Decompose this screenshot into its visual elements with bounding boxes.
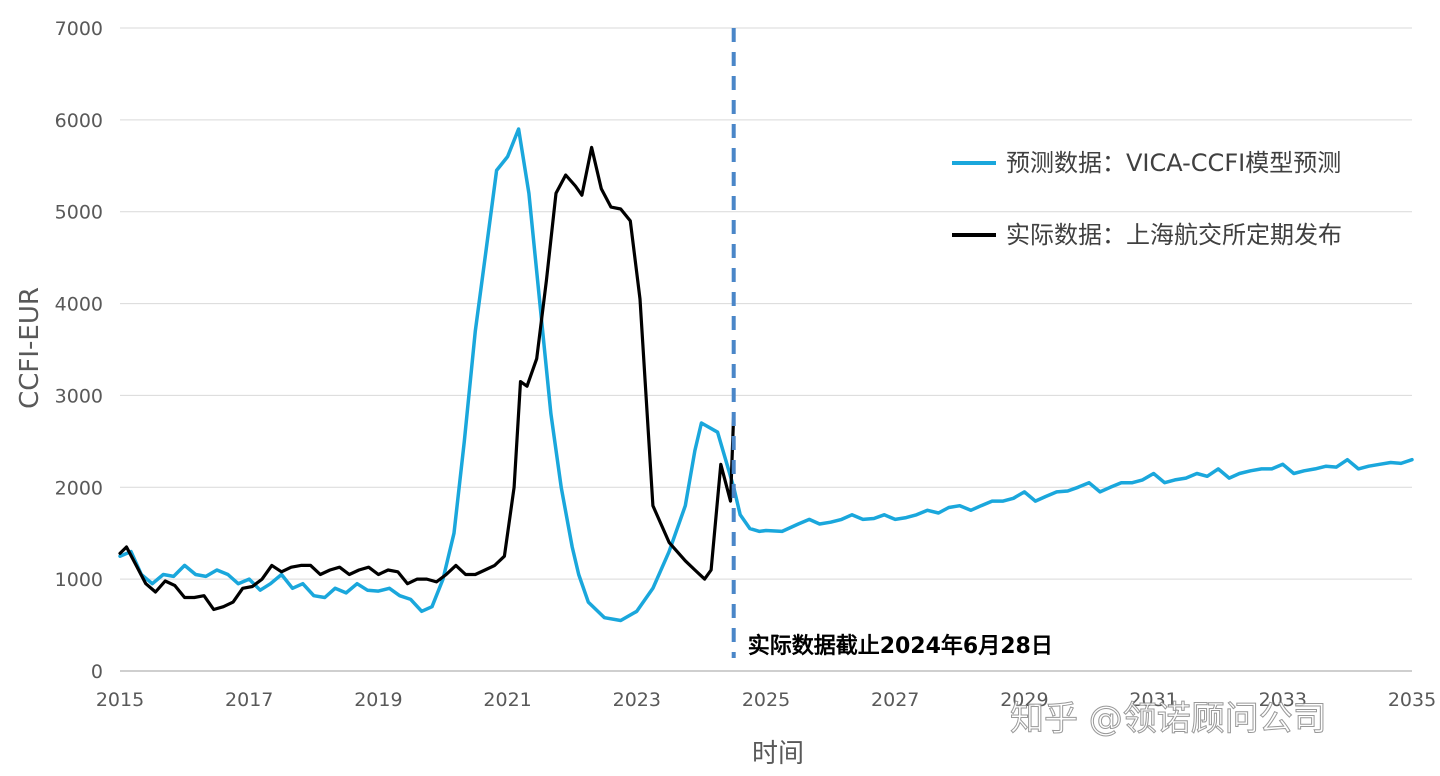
x-tick-label: 2017 xyxy=(225,689,273,711)
x-tick-label: 2015 xyxy=(96,689,144,711)
y-tick-label: 1000 xyxy=(55,569,103,591)
x-tick-label: 2025 xyxy=(742,689,790,711)
x-tick-label: 2031 xyxy=(1129,689,1177,711)
y-tick-label: 3000 xyxy=(55,385,103,407)
x-tick-label: 2021 xyxy=(483,689,531,711)
y-tick-label: 0 xyxy=(91,661,103,683)
x-tick-label: 2035 xyxy=(1388,689,1436,711)
y-tick-label: 5000 xyxy=(55,202,103,224)
watermark: 知乎 @领诺顾问公司 xyxy=(1010,699,1327,739)
y-tick-label: 7000 xyxy=(55,18,103,40)
x-axis-ticks: 2015 2017 2019 2021 2023 2025 2027 2029 2031 2033… xyxy=(96,689,1436,711)
y-tick-label: 6000 xyxy=(55,110,103,132)
x-tick-label: 2023 xyxy=(613,689,661,711)
data-cutoff-annotation: 实际数据截止2024年6月28日 xyxy=(748,633,1053,659)
y-tick-label: 2000 xyxy=(55,477,103,499)
grid-lines xyxy=(120,27,1412,580)
forecast-series-line xyxy=(118,127,1414,623)
legend-label-actual: 实际数据：上海航交所定期发布 xyxy=(1006,221,1342,249)
legend: 预测数据：VICA-CCFI模型预测 实际数据：上海航交所定期发布 xyxy=(952,149,1342,249)
x-tick-label: 2029 xyxy=(1000,689,1048,711)
legend-label-forecast: 预测数据：VICA-CCFI模型预测 xyxy=(1006,149,1341,177)
x-axis-title: 时间 xyxy=(752,739,804,769)
y-tick-label: 4000 xyxy=(55,294,103,316)
y-axis-title: CCFI-EUR xyxy=(15,287,45,409)
actual-series-line xyxy=(118,145,736,612)
y-axis-ticks: 0 1000 2000 3000 4000 5000 6000 7000 xyxy=(55,18,103,683)
series-group xyxy=(118,127,1414,623)
x-tick-label: 2033 xyxy=(1259,689,1307,711)
x-tick-label: 2019 xyxy=(354,689,402,711)
x-tick-label: 2027 xyxy=(871,689,919,711)
